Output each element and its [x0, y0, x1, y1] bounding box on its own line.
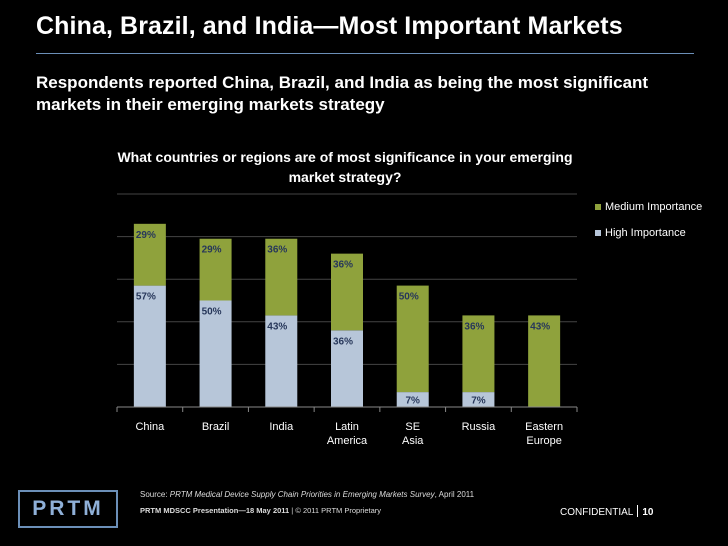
- data-label: 7%: [471, 396, 486, 407]
- copyright-text: | © 2011 PRTM Proprietary: [289, 506, 382, 515]
- bar-medium: [265, 238, 298, 316]
- x-tick-label: Latin: [335, 421, 359, 433]
- bar-high: [133, 285, 166, 407]
- bar-medium: [462, 315, 495, 393]
- x-tick-label: China: [135, 421, 165, 433]
- x-tick-label: Brazil: [202, 421, 230, 433]
- title-divider: [36, 53, 694, 54]
- data-label: 36%: [333, 260, 353, 271]
- bar-high: [331, 330, 363, 407]
- prtm-logo: PRTM: [18, 490, 118, 528]
- bar-medium: [528, 315, 561, 407]
- data-label: 7%: [405, 396, 420, 407]
- x-tick-label: India: [269, 421, 294, 433]
- data-label: 43%: [530, 321, 550, 332]
- chart-title: What countries or regions are of most si…: [117, 149, 573, 185]
- data-label: 29%: [202, 245, 222, 256]
- bar-medium: [133, 223, 166, 286]
- legend-item-medium: Medium Importance: [595, 200, 705, 214]
- bar-high: [396, 392, 429, 407]
- legend-label-high: High Importance: [605, 227, 686, 239]
- confidential-text: CONFIDENTIAL: [560, 507, 634, 518]
- x-tick-label: Eastern: [525, 421, 563, 433]
- legend-swatch-high: [595, 230, 601, 236]
- x-tick-label: Russia: [462, 421, 497, 433]
- bar-medium: [199, 238, 232, 301]
- bar-medium: [331, 253, 363, 331]
- legend-label-medium: Medium Importance: [605, 201, 703, 213]
- presentation-name: PRTM MDSCC Presentation—18 May 2011: [140, 506, 290, 515]
- page-number: 10: [642, 507, 654, 518]
- data-label: 57%: [136, 292, 156, 303]
- slide-title: China, Brazil, and India—Most Important …: [36, 12, 623, 40]
- data-label: 50%: [202, 307, 222, 318]
- data-label: 29%: [136, 230, 156, 241]
- source-suffix: , April 2011: [434, 490, 475, 499]
- source-prefix: Source:: [140, 490, 170, 499]
- chart-legend: Medium Importance High Importance: [595, 200, 705, 252]
- slide-subtitle: Respondents reported China, Brazil, and …: [36, 73, 649, 114]
- bar-high: [462, 392, 495, 407]
- legend-item-high: High Importance: [595, 226, 705, 240]
- data-label: 36%: [464, 321, 484, 332]
- x-tick-label: SE: [405, 421, 420, 433]
- data-label: 36%: [267, 245, 287, 256]
- bar-medium: [396, 285, 429, 393]
- confidential-label: CONFIDENTIAL 10: [560, 505, 653, 518]
- presentation-footer: PRTM MDSCC Presentation—18 May 2011 | © …: [140, 506, 381, 515]
- bar-high: [265, 315, 298, 407]
- data-label: 43%: [267, 321, 287, 332]
- data-label: 36%: [333, 336, 353, 347]
- data-label: 50%: [399, 292, 419, 303]
- x-tick-label: Europe: [526, 435, 561, 447]
- x-tick-label: Asia: [402, 435, 424, 447]
- x-tick-label: America: [327, 435, 368, 447]
- source-title: PRTM Medical Device Supply Chain Priorit…: [169, 490, 435, 499]
- footer-separator: [637, 505, 639, 517]
- bar-high: [199, 300, 232, 407]
- source-note: Source: PRTM Medical Device Supply Chain…: [140, 490, 474, 499]
- legend-swatch-medium: [595, 204, 601, 210]
